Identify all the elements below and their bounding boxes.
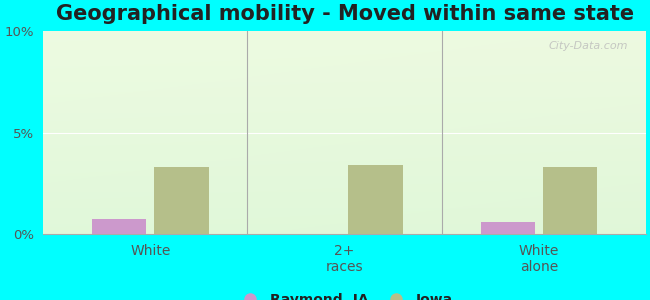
Title: Geographical mobility - Moved within same state: Geographical mobility - Moved within sam…	[55, 4, 634, 24]
Bar	[348, 165, 403, 234]
Bar	[92, 219, 146, 234]
Bar	[154, 167, 209, 234]
Text: City-Data.com: City-Data.com	[548, 41, 628, 51]
Legend: Raymond, IA, Iowa: Raymond, IA, Iowa	[231, 287, 458, 300]
Bar	[480, 222, 535, 234]
Bar	[543, 167, 597, 234]
